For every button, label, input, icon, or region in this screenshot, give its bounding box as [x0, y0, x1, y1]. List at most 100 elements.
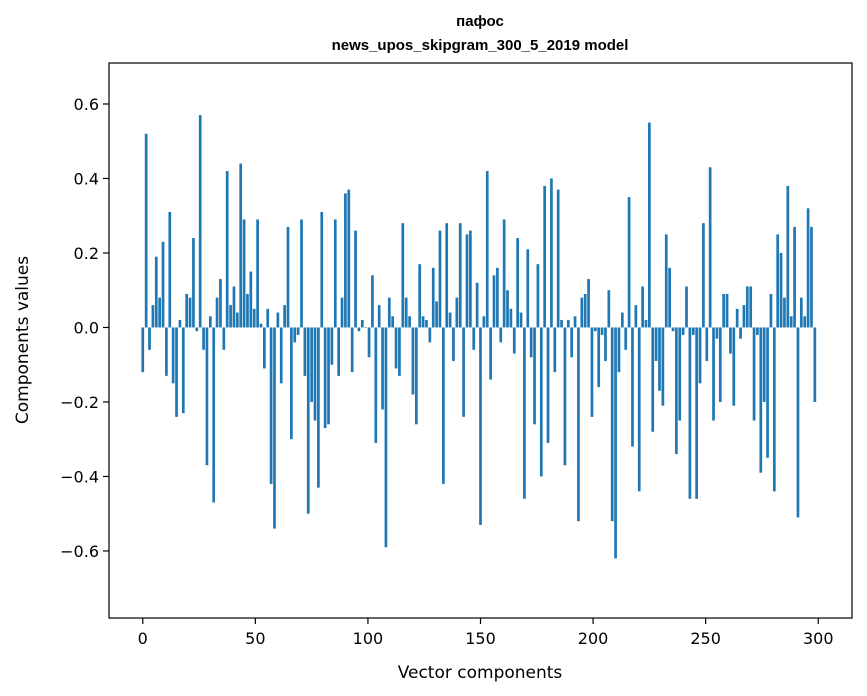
bar [526, 249, 530, 328]
x-tick-label: 0 [138, 629, 148, 648]
bar [360, 320, 364, 328]
y-tick-label: −0.4 [60, 467, 99, 486]
bar [354, 230, 357, 328]
bar [398, 327, 401, 376]
bar [239, 163, 243, 328]
bar [438, 230, 442, 328]
bar [222, 327, 226, 350]
bar [428, 327, 432, 343]
bar [691, 327, 695, 335]
x-axis-ticks: 0 50 100 150 200 250 300 [138, 618, 834, 648]
bar [330, 327, 334, 365]
y-tick-label: 0.6 [74, 95, 99, 114]
bar [158, 297, 162, 328]
bar [577, 327, 580, 522]
bar [573, 316, 577, 328]
bar [509, 308, 513, 328]
bar [165, 327, 168, 376]
bar [235, 312, 239, 328]
bar [759, 327, 763, 473]
bar [695, 327, 698, 499]
bar [215, 297, 219, 328]
bar [252, 308, 256, 328]
bar [175, 327, 178, 417]
bar [587, 279, 590, 328]
bar [620, 312, 624, 328]
bar [523, 327, 526, 499]
bar [651, 327, 655, 432]
bar [141, 327, 145, 373]
bar [718, 327, 722, 402]
bar [597, 327, 601, 388]
bar [732, 327, 736, 406]
bar [648, 122, 651, 328]
bar [445, 223, 449, 328]
bar [796, 327, 800, 518]
plot-frame [108, 62, 853, 619]
bar [536, 264, 540, 328]
bar [367, 327, 371, 358]
bar [570, 327, 574, 358]
bar [293, 327, 297, 343]
bar [374, 327, 378, 443]
x-tick-label: 50 [245, 629, 265, 648]
bar [502, 219, 506, 328]
bar [212, 327, 216, 503]
bar [772, 327, 776, 492]
bar [414, 327, 418, 425]
bar [458, 223, 462, 328]
bar [529, 327, 533, 358]
bar [337, 327, 340, 376]
bar [465, 234, 469, 328]
x-tick-label: 150 [465, 629, 496, 648]
bar [452, 327, 455, 361]
bars-group [141, 115, 817, 559]
bar [171, 327, 175, 384]
bar [546, 327, 550, 443]
bar [161, 241, 165, 328]
bar [225, 171, 229, 328]
chart-title: пафос [456, 13, 504, 30]
bar [350, 327, 354, 373]
bar [786, 185, 790, 328]
bar [735, 308, 739, 328]
bar [435, 301, 438, 328]
bar [593, 327, 597, 332]
bar [151, 305, 155, 328]
bar [783, 297, 786, 328]
bar [344, 193, 347, 328]
bar [455, 297, 459, 328]
bar [550, 178, 553, 328]
bar [566, 320, 570, 328]
bar [448, 312, 452, 328]
bar [631, 327, 634, 447]
bar [624, 327, 628, 350]
bar [333, 219, 337, 328]
bar [306, 327, 310, 514]
bar [431, 267, 435, 328]
bar [192, 238, 195, 328]
x-tick-label: 100 [353, 629, 384, 648]
bar [381, 327, 384, 410]
bar [644, 320, 648, 328]
bar [188, 297, 192, 328]
bar [641, 286, 644, 328]
bar [327, 327, 330, 425]
bar [144, 133, 148, 328]
bar [810, 226, 813, 328]
bar [745, 286, 749, 328]
bar [148, 327, 151, 350]
bar [725, 293, 729, 328]
bar [661, 327, 665, 406]
bar [604, 327, 607, 361]
bar [519, 312, 523, 328]
bar [739, 327, 742, 339]
bar [637, 327, 641, 492]
x-tick-label: 250 [690, 629, 721, 648]
bar [789, 316, 793, 328]
bar [698, 327, 702, 384]
bar [198, 115, 202, 328]
bar [296, 327, 300, 335]
